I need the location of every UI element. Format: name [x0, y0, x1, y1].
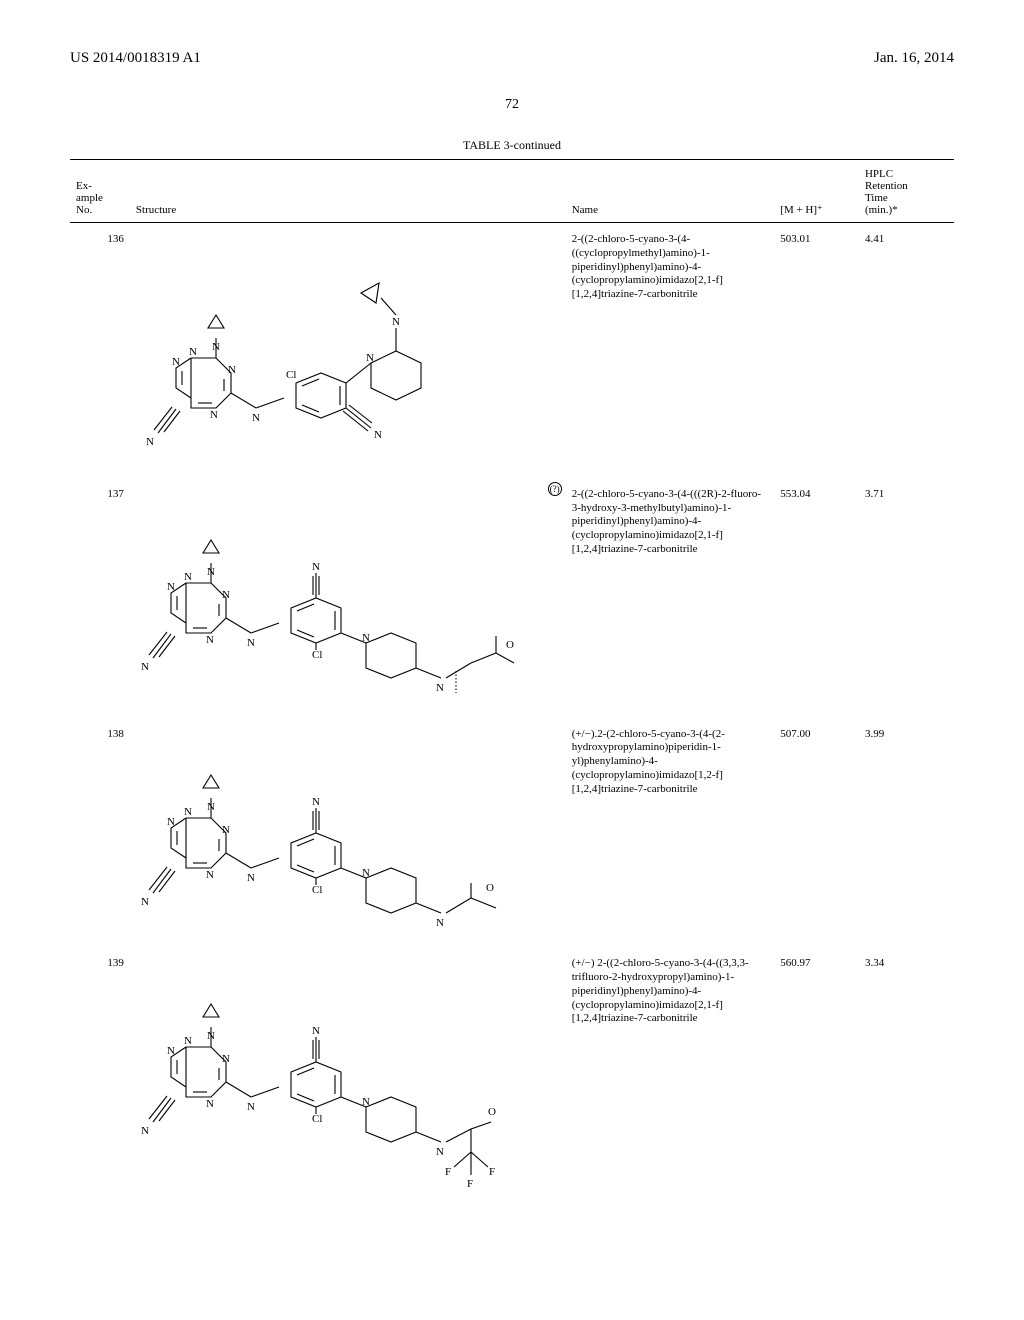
- svg-text:N: N: [167, 581, 175, 593]
- structure-svg: N N N N N N: [136, 728, 536, 933]
- svg-text:N: N: [184, 1035, 192, 1047]
- cell-rt: 3.99: [859, 718, 954, 948]
- structure-svg: N N N N N N: [136, 957, 536, 1192]
- indefinite-marker: (?): [548, 482, 562, 496]
- cell-name: (+/−).2-(2-chloro-5-cyano-3-(4-(2-hydrox…: [566, 718, 775, 948]
- svg-text:N: N: [222, 1053, 230, 1065]
- svg-text:N: N: [312, 561, 320, 573]
- svg-text:N: N: [146, 436, 154, 448]
- svg-text:N: N: [436, 917, 444, 929]
- svg-text:N: N: [184, 806, 192, 818]
- cell-structure: N N N N N N: [130, 947, 566, 1207]
- page-number: 72: [70, 97, 954, 113]
- svg-text:Cl: Cl: [312, 649, 322, 661]
- col-structure: Structure: [130, 164, 566, 223]
- svg-text:N: N: [392, 316, 400, 328]
- svg-text:Cl: Cl: [312, 1113, 322, 1125]
- cell-structure: N N N N N N: [130, 718, 566, 948]
- svg-text:N: N: [210, 409, 218, 421]
- page: US 2014/0018319 A1 Jan. 16, 2014 72 TABL…: [0, 0, 1024, 1320]
- col-rt: HPLC Retention Time (min.)*: [859, 164, 954, 223]
- svg-text:N: N: [366, 352, 374, 364]
- col-name: Name: [566, 164, 775, 223]
- svg-text:N: N: [247, 1101, 255, 1113]
- svg-text:N: N: [362, 632, 370, 644]
- svg-text:Cl: Cl: [286, 369, 296, 381]
- header-pubnum: US 2014/0018319 A1: [70, 50, 201, 67]
- svg-text:Cl: Cl: [312, 884, 322, 896]
- cell-example-no: 138: [70, 718, 130, 948]
- cell-structure: N N N N N N: [130, 223, 566, 478]
- svg-text:N: N: [312, 796, 320, 808]
- cell-example-no: 139: [70, 947, 130, 1207]
- cell-rt: 3.71: [859, 478, 954, 718]
- svg-text:N: N: [167, 1045, 175, 1057]
- svg-text:N: N: [189, 346, 197, 358]
- cell-name: 2-((2-chloro-5-cyano-3-(4-(((2R)-2-fluor…: [566, 478, 775, 718]
- table-row: 138 N N N: [70, 718, 954, 948]
- svg-text:N: N: [362, 867, 370, 879]
- col-mh: [M + H]⁺: [774, 164, 859, 223]
- svg-text:F: F: [467, 1178, 473, 1190]
- table-row: 136: [70, 223, 954, 478]
- svg-text:F: F: [445, 1166, 451, 1178]
- svg-text:N: N: [141, 896, 149, 908]
- svg-text:N: N: [141, 661, 149, 673]
- svg-text:N: N: [184, 571, 192, 583]
- cell-mh: 553.04: [774, 478, 859, 718]
- svg-text:N: N: [222, 824, 230, 836]
- table-row: 137 (?) N N: [70, 478, 954, 718]
- header-date: Jan. 16, 2014: [874, 50, 954, 67]
- cell-structure: (?) N N N N: [130, 478, 566, 718]
- svg-text:N: N: [374, 429, 382, 441]
- cell-mh: 507.00: [774, 718, 859, 948]
- svg-text:N: N: [212, 341, 220, 353]
- svg-text:N: N: [252, 412, 260, 424]
- running-header: US 2014/0018319 A1 Jan. 16, 2014: [70, 50, 954, 67]
- svg-text:N: N: [228, 364, 236, 376]
- structure-svg: N N N N N N: [136, 233, 536, 463]
- svg-text:N: N: [206, 869, 214, 881]
- svg-text:N: N: [172, 356, 180, 368]
- cell-mh: 503.01: [774, 223, 859, 478]
- cell-name: 2-((2-chloro-5-cyano-3-(4-((cyclopropylm…: [566, 223, 775, 478]
- cell-rt: 4.41: [859, 223, 954, 478]
- svg-text:N: N: [207, 801, 215, 813]
- cell-name: (+/−) 2-((2-chloro-5-cyano-3-(4-((3,3,3-…: [566, 947, 775, 1207]
- table-caption: TABLE 3-continued: [70, 138, 954, 153]
- svg-text:N: N: [312, 1025, 320, 1037]
- cell-example-no: 136: [70, 223, 130, 478]
- svg-text:O: O: [486, 882, 494, 894]
- svg-text:N: N: [206, 1098, 214, 1110]
- svg-text:N: N: [247, 637, 255, 649]
- svg-text:N: N: [362, 1096, 370, 1108]
- svg-text:O: O: [488, 1106, 496, 1118]
- structure-svg: N N N N N N: [136, 488, 536, 703]
- svg-text:N: N: [206, 634, 214, 646]
- svg-text:O: O: [506, 639, 514, 651]
- svg-text:N: N: [207, 1030, 215, 1042]
- cell-mh: 560.97: [774, 947, 859, 1207]
- svg-text:N: N: [436, 682, 444, 694]
- cell-example-no: 137: [70, 478, 130, 718]
- svg-text:N: N: [167, 816, 175, 828]
- svg-text:N: N: [247, 872, 255, 884]
- svg-text:N: N: [222, 589, 230, 601]
- svg-text:N: N: [436, 1146, 444, 1158]
- table-row: 139 N N N: [70, 947, 954, 1207]
- svg-text:F: F: [489, 1166, 495, 1178]
- compound-table: Ex- ample No. Structure Name [M + H]⁺ HP…: [70, 159, 954, 1207]
- cell-rt: 3.34: [859, 947, 954, 1207]
- svg-text:N: N: [207, 566, 215, 578]
- col-example-no: Ex- ample No.: [70, 164, 130, 223]
- svg-text:N: N: [141, 1125, 149, 1137]
